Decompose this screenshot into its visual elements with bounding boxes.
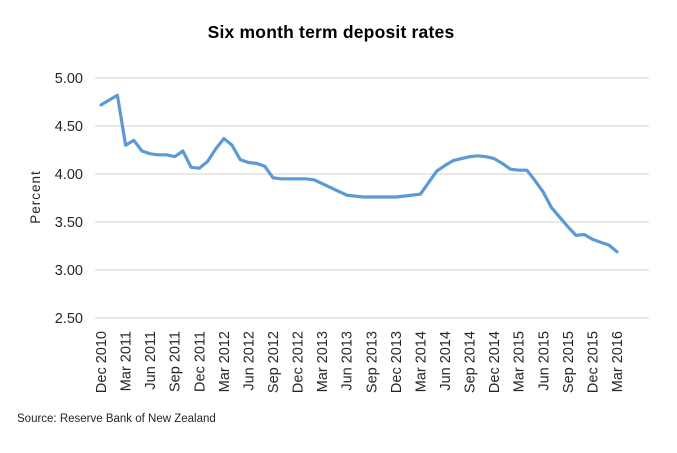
x-tick-label: Mar 2011 [119, 331, 135, 391]
x-tick-label: Mar 2014 [413, 331, 429, 392]
y-tick-label: 4.50 [55, 119, 83, 135]
y-tick-label: 2.50 [55, 311, 83, 327]
x-tick-label: Jun 2015 [536, 331, 552, 391]
x-tick-label: Dec 2014 [487, 331, 503, 393]
y-tick-label: 5.00 [55, 71, 83, 87]
x-tick-label: Dec 2011 [192, 331, 208, 392]
x-tick-label: Sep 2013 [364, 331, 380, 393]
deposit-rate-line [99, 93, 619, 254]
x-tick-label: Sep 2014 [463, 331, 479, 393]
x-tick-label: Mar 2012 [217, 331, 233, 392]
y-tick-label: 3.50 [55, 215, 83, 231]
x-tick-label: Sep 2012 [266, 331, 282, 393]
x-tick-label: Sep 2015 [561, 331, 577, 393]
x-tick-label: Jun 2012 [241, 331, 257, 391]
x-tick-label: Dec 2010 [94, 331, 110, 393]
x-tick-label: Sep 2011 [168, 331, 184, 392]
source-note: Source: Reserve Bank of New Zealand [17, 413, 216, 425]
x-tick-label: Mar 2016 [610, 331, 626, 392]
y-tick-label: 4.00 [55, 167, 83, 183]
x-tick-label: Jun 2013 [340, 331, 356, 391]
y-axis-title: Percent [28, 170, 43, 224]
x-tick-label: Dec 2013 [389, 331, 405, 393]
x-tick-label: Dec 2012 [291, 331, 307, 393]
x-tick-label: Jun 2014 [438, 331, 454, 391]
x-tick-label: Dec 2015 [585, 331, 601, 393]
chart-title: Six month term deposit rates [207, 22, 455, 42]
x-tick-label: Mar 2015 [512, 331, 528, 392]
x-tick-label: Jun 2011 [143, 331, 159, 390]
x-tick-label: Mar 2013 [315, 331, 331, 392]
y-tick-label: 3.00 [55, 263, 83, 279]
